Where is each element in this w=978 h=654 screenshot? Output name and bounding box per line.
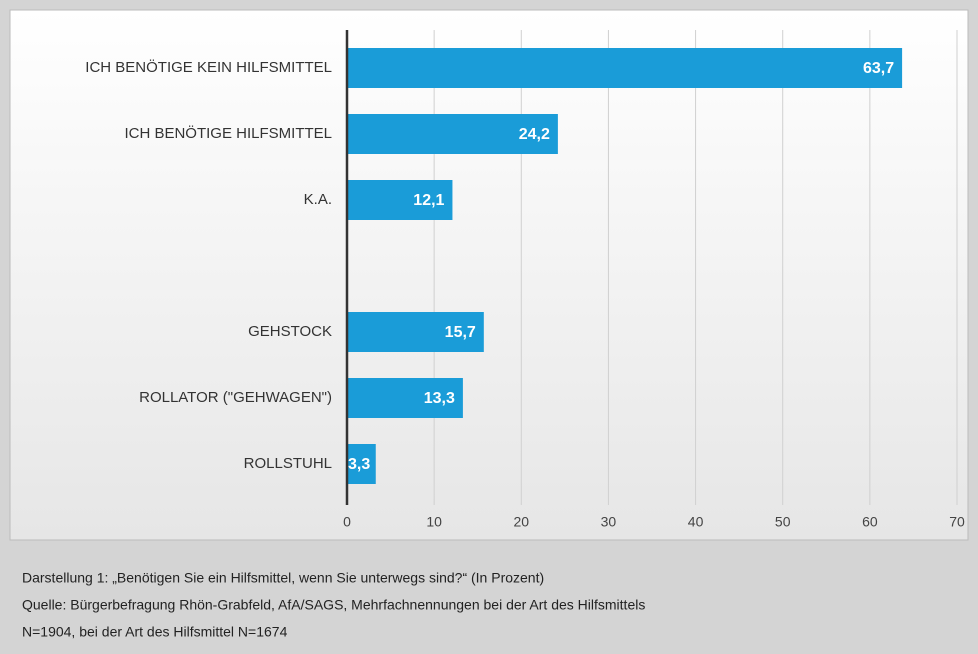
bar [347,48,903,88]
y-tick-label: ROLLSTUHL [244,455,332,472]
x-tick-label: 50 [775,514,791,530]
bar [347,180,453,220]
value-label: 3,3 [348,456,370,473]
x-tick-label: 60 [862,514,878,530]
x-tick-label: 30 [601,514,617,530]
y-tick-label: ROLLATOR ("GEHWAGEN") [139,389,332,406]
caption: Quelle: Bürgerbefragung Rhön-Grabfeld, A… [22,597,645,613]
caption: Darstellung 1: „Benötigen Sie ein Hilfsm… [22,570,544,586]
plot-panel [9,9,969,541]
y-tick-label: ICH BENÖTIGE KEIN HILFSMITTEL [85,58,332,76]
value-label: 63,7 [863,60,894,77]
bar [347,378,463,418]
y-tick-label: K.A. [304,191,332,208]
x-tick-label: 10 [426,514,442,530]
x-tick-label: 70 [949,514,965,530]
value-label: 24,2 [519,126,550,143]
bar [347,444,376,484]
value-label: 13,3 [424,390,455,407]
y-tick-label: ICH BENÖTIGE HILFSMITTEL [124,124,332,142]
x-tick-label: 20 [513,514,529,530]
bar [347,312,484,352]
x-tick-label: 0 [343,514,351,530]
bar [347,114,558,154]
y-tick-label: GEHSTOCK [248,323,332,340]
value-label: 12,1 [413,192,444,209]
value-label: 15,7 [445,324,476,341]
x-tick-label: 40 [688,514,704,530]
caption: N=1904, bei der Art des Hilfsmittel N=16… [22,624,288,640]
